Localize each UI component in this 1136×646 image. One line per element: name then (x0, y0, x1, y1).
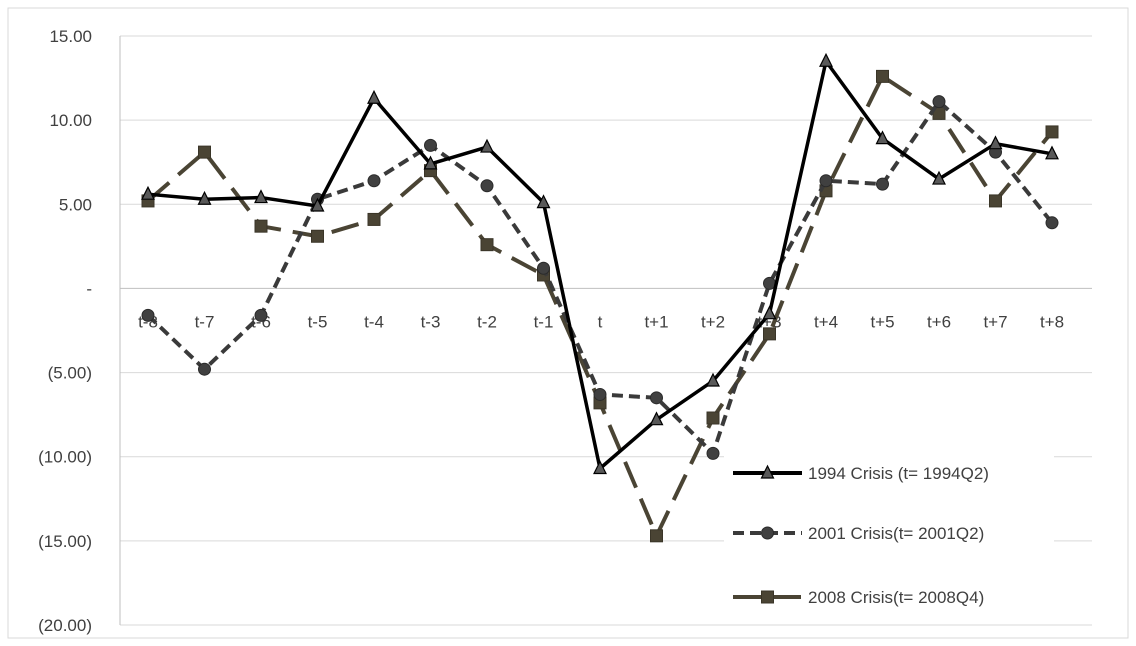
grid-layer (120, 35, 1092, 626)
data-point (876, 177, 889, 191)
legend-entry: 2008 Crisis(t= 2008Q4) (724, 578, 1054, 616)
data-point (1045, 125, 1059, 139)
data-point (593, 387, 607, 401)
y-tick-label: 5.00 (59, 195, 92, 214)
data-point (1045, 145, 1059, 160)
data-point (932, 95, 946, 109)
legend-entry: 2001 Crisis(t= 2001Q2) (724, 514, 1054, 552)
y-tick-label: (15.00) (38, 532, 92, 551)
x-tick-label: t+5 (870, 312, 894, 331)
data-point (989, 194, 1002, 208)
data-point (141, 308, 155, 322)
data-point (706, 372, 720, 387)
data-point (254, 219, 268, 233)
series-1 (141, 52, 1059, 475)
series-layer (141, 52, 1059, 543)
data-point (706, 446, 720, 460)
x-tick-label: t-3 (421, 312, 441, 331)
y-tick-label: 15.00 (49, 27, 92, 46)
data-point (480, 238, 494, 252)
x-tick-label: t+7 (983, 312, 1007, 331)
series-2 (141, 95, 1059, 460)
x-tick-label: t+4 (814, 312, 838, 331)
legend-swatch-marker (760, 464, 775, 479)
y-tick-labels: 15.00 10.00 5.00 - (5.00) (10.00) (15.00) (20.0… (38, 27, 92, 635)
legend-swatch-marker (761, 526, 774, 540)
legend-swatch-marker (761, 590, 774, 604)
data-point (198, 362, 211, 376)
y-tick-label: - (86, 279, 92, 298)
data-point (311, 229, 324, 243)
data-point (593, 460, 607, 475)
chart-frame (7, 7, 1129, 639)
data-point (197, 190, 212, 205)
data-point (650, 529, 663, 543)
data-point (763, 327, 776, 341)
data-point (537, 261, 550, 275)
x-tick-labels: t-8 t-7 t-6 t-5 t-4 t-3 t-2 t-1 t t+1 t+2 t+3 t+4 t+5… (138, 312, 1064, 331)
data-point (310, 197, 325, 212)
legend: 1994 Crisis (t= 1994Q2) 2001 Crisis(t= 20… (724, 454, 1054, 616)
data-point (423, 155, 438, 170)
data-point (819, 52, 833, 67)
y-tick-label: (5.00) (48, 364, 92, 383)
x-tick-label: t+2 (701, 312, 725, 331)
x-tick-label: t+8 (1040, 312, 1064, 331)
x-tick-label: t-1 (534, 312, 554, 331)
data-point (480, 179, 494, 193)
x-tick-label: t (598, 312, 603, 331)
x-tick-label: t-2 (477, 312, 497, 331)
data-point (819, 174, 833, 188)
data-point (1045, 216, 1059, 230)
x-tick-label: t+6 (927, 312, 951, 331)
data-point (650, 391, 663, 405)
data-point (875, 130, 890, 145)
axis-layer (7, 7, 1129, 639)
y-tick-label: 10.00 (49, 111, 92, 130)
y-tick-label: (20.00) (38, 616, 92, 635)
data-point (876, 69, 889, 83)
data-point (706, 411, 720, 425)
y-tick-label: (10.00) (38, 448, 92, 467)
data-point (536, 194, 551, 209)
x-tick-label: t-5 (308, 312, 328, 331)
data-point (141, 185, 155, 200)
data-point (988, 135, 1003, 150)
legend-entry: 1994 Crisis (t= 1994Q2) (724, 454, 1054, 492)
data-point (932, 170, 946, 185)
data-point (367, 89, 381, 104)
data-point (480, 138, 494, 153)
data-point (254, 308, 268, 322)
x-tick-label: t-4 (364, 312, 384, 331)
data-point (367, 174, 381, 188)
data-point (367, 212, 381, 226)
legend-label: 2001 Crisis(t= 2001Q2) (808, 524, 984, 543)
data-point (424, 138, 437, 152)
legend-label: 1994 Crisis (t= 1994Q2) (808, 464, 989, 483)
x-tick-label: t+1 (644, 312, 668, 331)
data-point (198, 145, 211, 159)
x-tick-label: t-7 (195, 312, 215, 331)
legend-label: 2008 Crisis(t= 2008Q4) (808, 588, 984, 607)
data-point (762, 305, 777, 320)
data-point (254, 189, 268, 204)
data-point (649, 411, 664, 426)
legend-entry-bg (724, 514, 1054, 552)
